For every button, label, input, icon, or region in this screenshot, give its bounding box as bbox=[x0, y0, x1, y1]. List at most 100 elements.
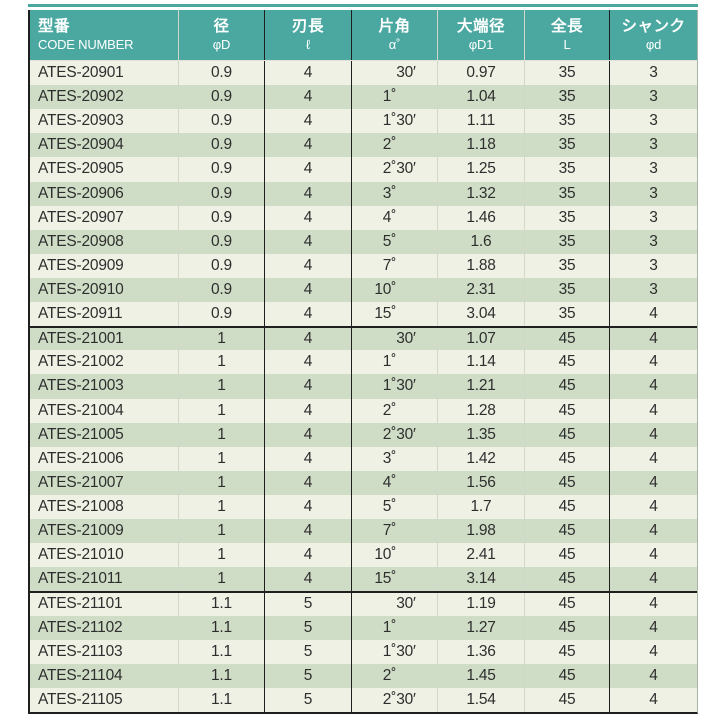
cell-half-angle: 1˚ 30′ bbox=[352, 109, 438, 134]
cell-large-end-diameter: 1.25 bbox=[438, 157, 525, 182]
cell-half-angle: 15˚ bbox=[352, 567, 438, 592]
cell-flute-length: 4 bbox=[265, 85, 352, 110]
table-row: ATES-20902 0.9 4 1˚ 1.04 35 3 bbox=[30, 85, 697, 110]
cell-code-number: ATES-20908 bbox=[30, 229, 179, 254]
header-label-jp: 片角 bbox=[378, 18, 411, 36]
cell-diameter: 1 bbox=[179, 398, 265, 423]
cell-half-angle: 2˚ bbox=[352, 663, 438, 688]
cell-flute-length: 4 bbox=[265, 470, 352, 495]
cell-code-number: ATES-20911 bbox=[30, 302, 179, 327]
cell-diameter: 1 bbox=[179, 470, 265, 495]
cell-overall-length: 45 bbox=[525, 567, 610, 592]
cell-half-angle: 2˚ 30′ bbox=[352, 157, 438, 182]
col-header-diameter: 径 φD bbox=[179, 10, 265, 60]
table-row: ATES-21005 1 4 2˚ 30′ 1.35 45 4 bbox=[30, 422, 697, 447]
cell-diameter: 1 bbox=[179, 328, 265, 351]
cell-flute-length: 5 bbox=[265, 687, 352, 712]
cell-code-number: ATES-21001 bbox=[30, 328, 179, 351]
angle-degrees: 10˚ bbox=[374, 546, 397, 564]
angle-degrees: 2˚ bbox=[382, 401, 397, 419]
cell-overall-length: 45 bbox=[525, 374, 610, 399]
table-row: ATES-20911 0.9 4 15˚ 3.04 35 4 bbox=[30, 302, 697, 327]
cell-half-angle: 2˚ 30′ bbox=[352, 687, 438, 712]
header-label-sub: CODE NUMBER bbox=[38, 36, 134, 52]
cell-diameter: 1.1 bbox=[179, 663, 265, 688]
cell-code-number: ATES-21003 bbox=[30, 374, 179, 399]
cell-diameter: 0.9 bbox=[179, 229, 265, 254]
table-row: ATES-21007 1 4 4˚ 1.56 45 4 bbox=[30, 470, 697, 495]
cell-code-number: ATES-20909 bbox=[30, 253, 179, 278]
cell-code-number: ATES-21004 bbox=[30, 398, 179, 423]
cell-large-end-diameter: 1.98 bbox=[438, 519, 525, 544]
angle-degrees: 5˚ bbox=[382, 232, 397, 250]
cell-overall-length: 45 bbox=[525, 519, 610, 544]
angle-degrees: 7˚ bbox=[382, 256, 397, 274]
cell-flute-length: 4 bbox=[265, 109, 352, 134]
cell-code-number: ATES-20910 bbox=[30, 277, 179, 303]
cell-flute-length: 4 bbox=[265, 422, 352, 447]
cell-flute-length: 4 bbox=[265, 133, 352, 158]
cell-diameter: 0.9 bbox=[179, 302, 265, 327]
cell-code-number: ATES-21105 bbox=[30, 687, 179, 712]
table-row: ATES-20905 0.9 4 2˚ 30′ 1.25 35 3 bbox=[30, 157, 697, 182]
cell-code-number: ATES-21007 bbox=[30, 470, 179, 495]
table-row: ATES-20906 0.9 4 3˚ 1.32 35 3 bbox=[30, 181, 697, 206]
cell-large-end-diameter: 1.7 bbox=[438, 494, 525, 520]
cell-code-number: ATES-20905 bbox=[30, 157, 179, 182]
cell-shank-diameter: 3 bbox=[649, 281, 658, 299]
cell-diameter: 1 bbox=[179, 543, 265, 568]
cell-diameter: 0.9 bbox=[179, 157, 265, 182]
cell-overall-length: 45 bbox=[525, 350, 610, 375]
cell-flute-length: 4 bbox=[265, 253, 352, 278]
cell-flute-length: 4 bbox=[265, 350, 352, 375]
cell-shank-diameter: 3 bbox=[649, 64, 658, 82]
header-label-sub: φD bbox=[212, 36, 231, 52]
cell-flute-length: 5 bbox=[265, 663, 352, 688]
cell-flute-length: 5 bbox=[265, 639, 352, 664]
cell-code-number: ATES-21101 bbox=[30, 593, 179, 616]
cell-half-angle: 2˚ bbox=[352, 133, 438, 158]
cell-flute-length: 4 bbox=[265, 374, 352, 399]
cell-flute-length: 4 bbox=[265, 181, 352, 206]
cell-large-end-diameter: 2.41 bbox=[438, 543, 525, 568]
header-label-sub: ℓ bbox=[305, 36, 310, 52]
cell-code-number: ATES-21103 bbox=[30, 639, 179, 664]
cell-overall-length: 45 bbox=[525, 593, 610, 616]
cell-overall-length: 45 bbox=[525, 328, 610, 351]
cell-shank-diameter: 4 bbox=[649, 305, 658, 323]
cell-large-end-diameter: 1.14 bbox=[438, 350, 525, 375]
cell-half-angle: 3˚ bbox=[352, 181, 438, 206]
cell-shank-diameter: 4 bbox=[649, 618, 658, 636]
cell-code-number: ATES-21009 bbox=[30, 519, 179, 544]
header-label-sub: α˚ bbox=[388, 36, 401, 52]
cell-code-number: ATES-20902 bbox=[30, 85, 179, 110]
cell-large-end-diameter: 1.56 bbox=[438, 470, 525, 495]
cell-overall-length: 45 bbox=[525, 639, 610, 664]
angle-degrees: 3˚ bbox=[382, 184, 397, 202]
angle-degrees: 2˚ bbox=[382, 160, 397, 178]
header-label-jp: 刃長 bbox=[291, 18, 324, 36]
cell-code-number: ATES-20901 bbox=[30, 61, 179, 86]
cell-large-end-diameter: 1.35 bbox=[438, 422, 525, 447]
table-row: ATES-21102 1.1 5 1˚ 1.27 45 4 bbox=[30, 615, 697, 640]
table-row: ATES-20903 0.9 4 1˚ 30′ 1.11 35 3 bbox=[30, 109, 697, 134]
cell-large-end-diameter: 1.21 bbox=[438, 374, 525, 399]
cell-flute-length: 4 bbox=[265, 328, 352, 351]
cell-overall-length: 35 bbox=[525, 109, 610, 134]
cell-half-angle: 2˚ 30′ bbox=[352, 422, 438, 447]
table-row: ATES-21006 1 4 3˚ 1.42 45 4 bbox=[30, 446, 697, 471]
cell-flute-length: 4 bbox=[265, 567, 352, 592]
angle-minutes: 30′ bbox=[396, 64, 416, 82]
header-label-sub: φD1 bbox=[468, 36, 494, 52]
cell-half-angle: 1˚ bbox=[352, 350, 438, 375]
col-header-shank-diameter: シャンク φd bbox=[610, 10, 697, 60]
col-header-overall-length: 全長 L bbox=[525, 10, 610, 60]
angle-degrees: 15˚ bbox=[374, 570, 397, 588]
header-label-jp: 大端径 bbox=[456, 18, 505, 36]
angle-minutes: 30′ bbox=[396, 112, 416, 130]
cell-flute-length: 4 bbox=[265, 519, 352, 544]
col-header-large-end-diameter: 大端径 φD1 bbox=[438, 10, 525, 60]
table-row: ATES-21011 1 4 15˚ 3.14 45 4 bbox=[30, 567, 697, 592]
cell-code-number: ATES-21005 bbox=[30, 422, 179, 447]
table-row: ATES-21001 1 4 30′ 1.07 45 4 bbox=[30, 326, 697, 351]
